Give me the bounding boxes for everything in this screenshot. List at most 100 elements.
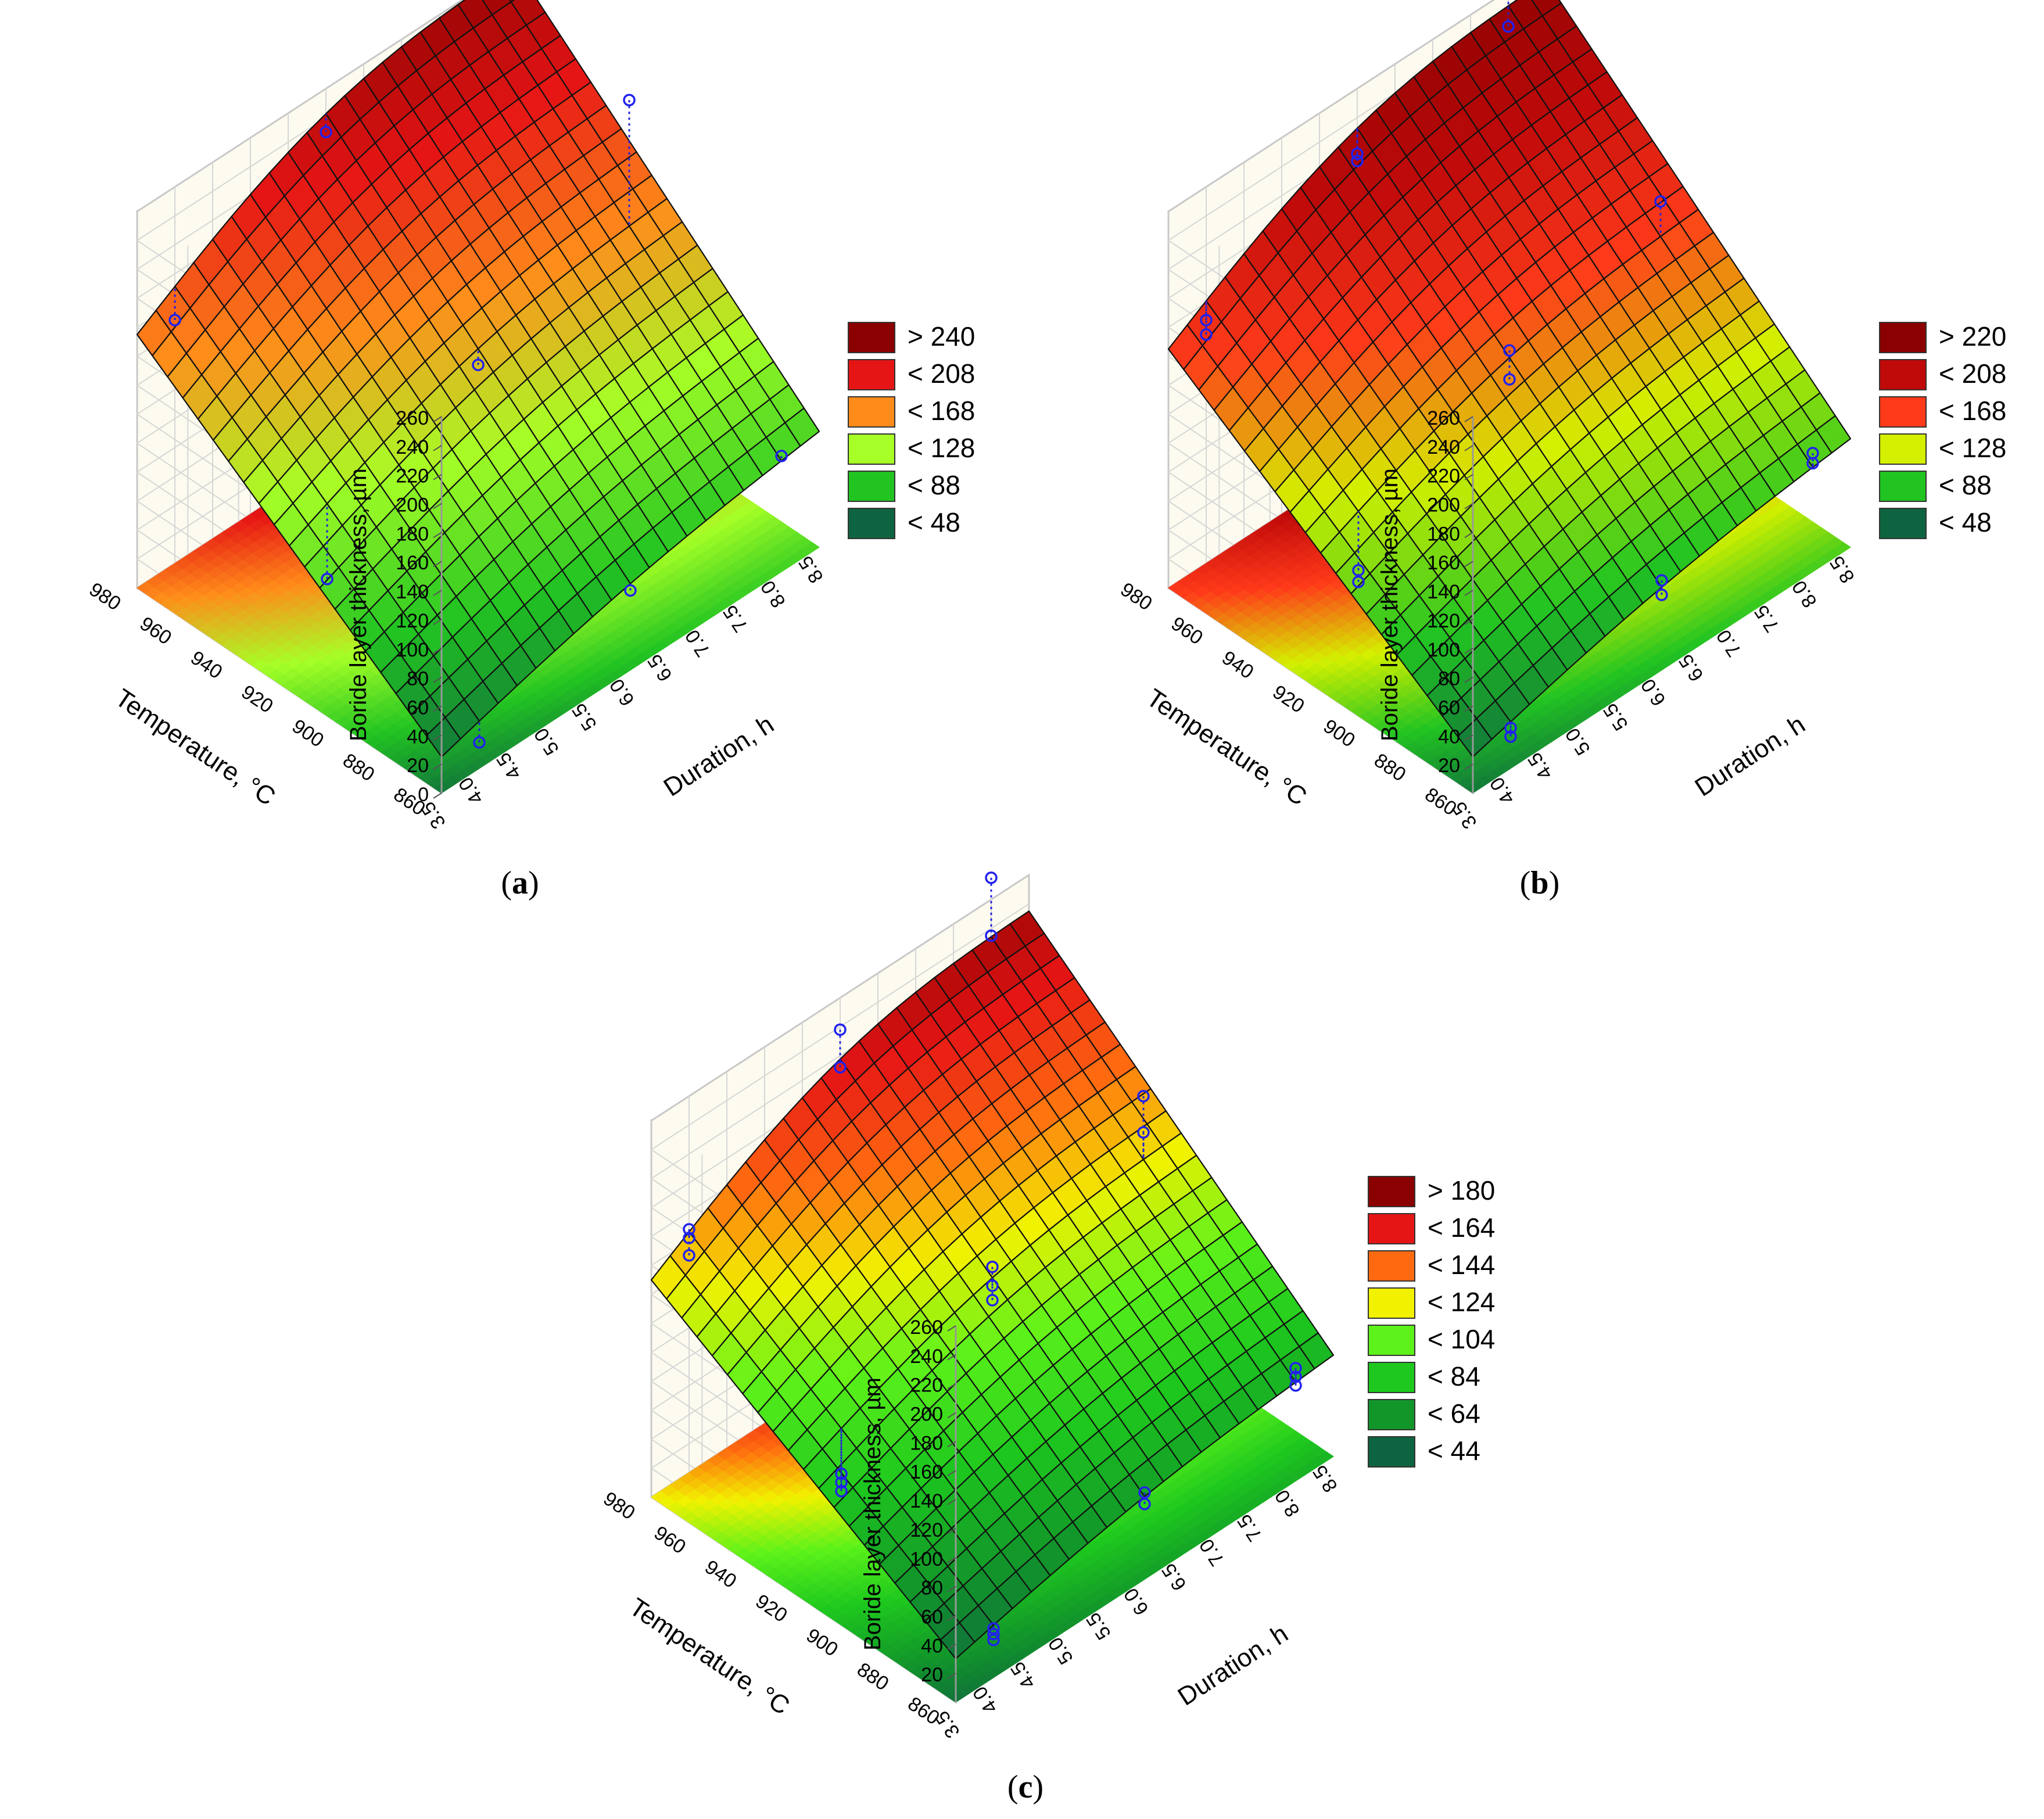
z-tick-label: 20 xyxy=(407,755,429,777)
z-tick-label: 240 xyxy=(396,436,429,458)
legend-label: > 240 xyxy=(908,321,975,351)
temperature-tick-label: 940 xyxy=(187,647,226,683)
z-tick-label: 180 xyxy=(1427,523,1460,545)
legend-swatch xyxy=(1368,1362,1415,1393)
temperature-tick-label: 980 xyxy=(599,1487,639,1524)
legend-label: < 44 xyxy=(1428,1436,1480,1466)
legend-label: < 104 xyxy=(1428,1324,1495,1354)
z-tick-label: 200 xyxy=(1427,494,1460,516)
legend-label: < 164 xyxy=(1428,1212,1495,1243)
z-tick-label: 260 xyxy=(1427,407,1460,429)
legend-swatch xyxy=(1880,322,1926,353)
temperature-tick-label: 880 xyxy=(339,749,378,786)
legend-label: < 128 xyxy=(1939,433,2006,463)
z-axis-title: Boride layer thickness, µm xyxy=(346,468,371,741)
legend: > 220< 208< 168< 128< 88< 48 xyxy=(1880,321,2006,539)
z-tick-label: 60 xyxy=(407,697,429,719)
temperature-tick-label: 880 xyxy=(853,1659,892,1695)
temperature-tick-label: 980 xyxy=(85,578,124,615)
legend-label: < 88 xyxy=(908,470,960,500)
z-tick-label: 140 xyxy=(1427,581,1460,603)
legend-swatch xyxy=(1368,1251,1415,1281)
temperature-tick-label: 920 xyxy=(237,681,277,717)
legend-swatch xyxy=(848,397,895,427)
temperature-tick-label: 920 xyxy=(751,1590,791,1627)
legend-label: < 88 xyxy=(1939,470,1992,500)
z-tick-label: 160 xyxy=(1427,552,1460,574)
z-tick-label: 80 xyxy=(407,668,429,690)
z-tick-label: 260 xyxy=(910,1316,943,1339)
legend-swatch xyxy=(1880,397,1926,427)
legend-swatch xyxy=(1368,1437,1415,1467)
panel-c: 20406080100120140160180200220240260Borid… xyxy=(599,873,1495,1742)
z-tick-label: 40 xyxy=(921,1635,943,1657)
z-tick-label: 80 xyxy=(921,1577,943,1599)
z-tick-label: 220 xyxy=(396,465,429,487)
duration-axis-title: Duration, h xyxy=(1173,1619,1293,1712)
z-tick-label: 120 xyxy=(1427,610,1460,632)
legend-swatch xyxy=(1880,360,1926,390)
z-tick-label: 100 xyxy=(396,639,429,661)
legend-label: < 64 xyxy=(1428,1398,1480,1429)
z-tick-label: 140 xyxy=(396,581,429,603)
z-tick-label: 120 xyxy=(396,610,429,632)
z-tick-label: 40 xyxy=(1438,726,1460,748)
z-tick-label: 220 xyxy=(1427,465,1460,487)
z-tick-label: 160 xyxy=(396,552,429,574)
z-axis-title: Boride layer thickness, µm xyxy=(860,1377,885,1651)
legend-label: > 220 xyxy=(1939,321,2006,351)
z-tick-label: 140 xyxy=(910,1490,943,1512)
legend-swatch xyxy=(1880,508,1926,539)
legend-label: < 124 xyxy=(1428,1287,1495,1317)
legend-label: < 144 xyxy=(1428,1250,1495,1280)
legend-swatch xyxy=(848,322,895,353)
z-tick-label: 80 xyxy=(1438,668,1460,690)
z-tick-label: 220 xyxy=(910,1375,943,1397)
z-tick-label: 200 xyxy=(910,1404,943,1426)
temperature-tick-label: 900 xyxy=(288,715,328,752)
z-tick-label: 60 xyxy=(921,1606,943,1628)
legend: > 180< 164< 144< 124< 104< 84< 64< 44 xyxy=(1368,1175,1495,1467)
legend-swatch xyxy=(848,508,895,539)
legend-label: < 48 xyxy=(1939,507,1992,537)
temperature-tick-label: 880 xyxy=(1370,749,1410,786)
temperature-tick-label: 980 xyxy=(1116,578,1156,615)
z-tick-label: 100 xyxy=(910,1548,943,1570)
z-tick-label: 100 xyxy=(1427,639,1460,661)
legend-label: < 168 xyxy=(908,396,975,426)
legend: > 240 < 208 < 168 < 128 < 88 < 48 xyxy=(848,321,975,539)
temperature-tick-label: 960 xyxy=(136,612,175,649)
z-tick-label: 240 xyxy=(910,1346,943,1368)
legend-label: < 48 xyxy=(908,507,960,537)
legend-swatch xyxy=(1880,434,1926,464)
temperature-tick-label: 900 xyxy=(1319,715,1359,752)
panel-a: 020406080100120140160180200220240260Bori… xyxy=(85,0,975,833)
temperature-tick-label: 940 xyxy=(701,1556,740,1592)
legend-swatch xyxy=(1368,1400,1415,1430)
z-tick-label: 160 xyxy=(910,1461,943,1483)
legend-label: < 208 xyxy=(908,358,975,389)
temperature-tick-label: 900 xyxy=(802,1624,842,1661)
duration-axis-title: Duration, h xyxy=(1690,710,1810,802)
temperature-tick-label: 940 xyxy=(1218,647,1257,683)
z-tick-label: 260 xyxy=(396,407,429,429)
legend-swatch xyxy=(848,471,895,501)
z-tick-label: 20 xyxy=(1438,755,1460,777)
legend-swatch xyxy=(1368,1214,1415,1244)
caption-a: (a) xyxy=(501,865,539,901)
z-tick-label: 180 xyxy=(910,1432,943,1454)
legend-label: < 128 xyxy=(908,433,975,463)
caption-b: (b) xyxy=(1520,865,1559,901)
caption-c: (c) xyxy=(1007,1769,1043,1805)
legend-swatch xyxy=(1368,1288,1415,1318)
panel-b: 20406080100120140160180200220240260Borid… xyxy=(1116,0,2006,833)
legend-swatch xyxy=(1368,1176,1415,1207)
legend-label: > 180 xyxy=(1428,1175,1495,1206)
legend-label: < 208 xyxy=(1939,358,2006,389)
legend-swatch xyxy=(1880,471,1926,501)
z-tick-label: 180 xyxy=(396,523,429,545)
z-tick-label: 120 xyxy=(910,1519,943,1541)
z-tick-label: 240 xyxy=(1427,436,1460,458)
temperature-tick-label: 920 xyxy=(1268,681,1308,717)
